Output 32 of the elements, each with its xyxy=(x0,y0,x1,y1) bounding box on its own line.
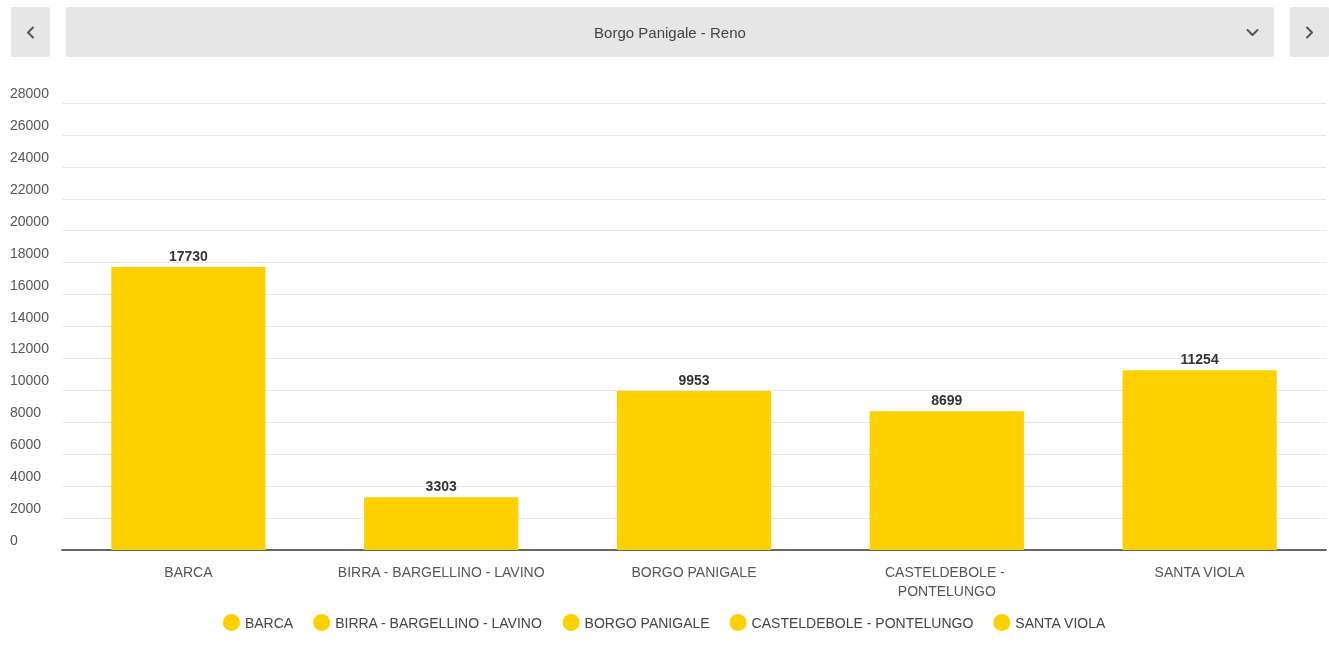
y-tick-label: 0 xyxy=(10,532,18,548)
y-tick-label: 10000 xyxy=(10,372,50,389)
chart-title: Borgo Panigale - Reno xyxy=(594,23,746,41)
data-label: 11254 xyxy=(1180,351,1219,368)
y-tick-label: 2000 xyxy=(10,500,42,517)
y-tick-label: 24000 xyxy=(10,148,50,165)
x-tick-label: CASTELDEBOLE - PONTELUNGO xyxy=(884,563,1009,599)
x-tick-label: BORGO PANIGALE xyxy=(631,563,757,580)
legend-label: BORGO PANIGALE xyxy=(584,614,710,631)
y-tick-label: 4000 xyxy=(10,468,42,485)
y-tick-label: 20000 xyxy=(10,212,50,229)
y-tick-label: 16000 xyxy=(10,276,50,293)
legend-label: BIRRA - BARGELLINO - LAVINO xyxy=(335,614,542,631)
y-tick-label: 14000 xyxy=(10,308,50,325)
x-tick-label: BARCA xyxy=(164,563,214,580)
legend-label: SANTA VIOLA xyxy=(1015,614,1106,631)
y-tick-label: 12000 xyxy=(10,340,50,357)
data-label: 8699 xyxy=(931,392,963,409)
y-tick-label: 8000 xyxy=(10,404,42,421)
y-tick-label: 28000 xyxy=(10,85,50,101)
legend-label: CASTELDEBOLE - PONTELUNGO xyxy=(751,614,974,631)
data-label: 17730 xyxy=(168,247,209,264)
y-tick-label: 18000 xyxy=(10,244,50,261)
x-tick-label: BIRRA - BARGELLINO - LAVINO xyxy=(337,563,545,580)
x-tick-label: SANTA VIOLA xyxy=(1154,563,1246,580)
data-label: 9953 xyxy=(678,372,710,389)
data-label: 3303 xyxy=(425,478,457,495)
legend-label: BARCA xyxy=(244,614,294,631)
y-tick-label: 22000 xyxy=(10,180,50,197)
y-tick-label: 6000 xyxy=(10,436,42,453)
y-tick-label: 26000 xyxy=(10,116,50,133)
dropdown-field: Borgo Panigale - Reno xyxy=(66,7,1274,57)
